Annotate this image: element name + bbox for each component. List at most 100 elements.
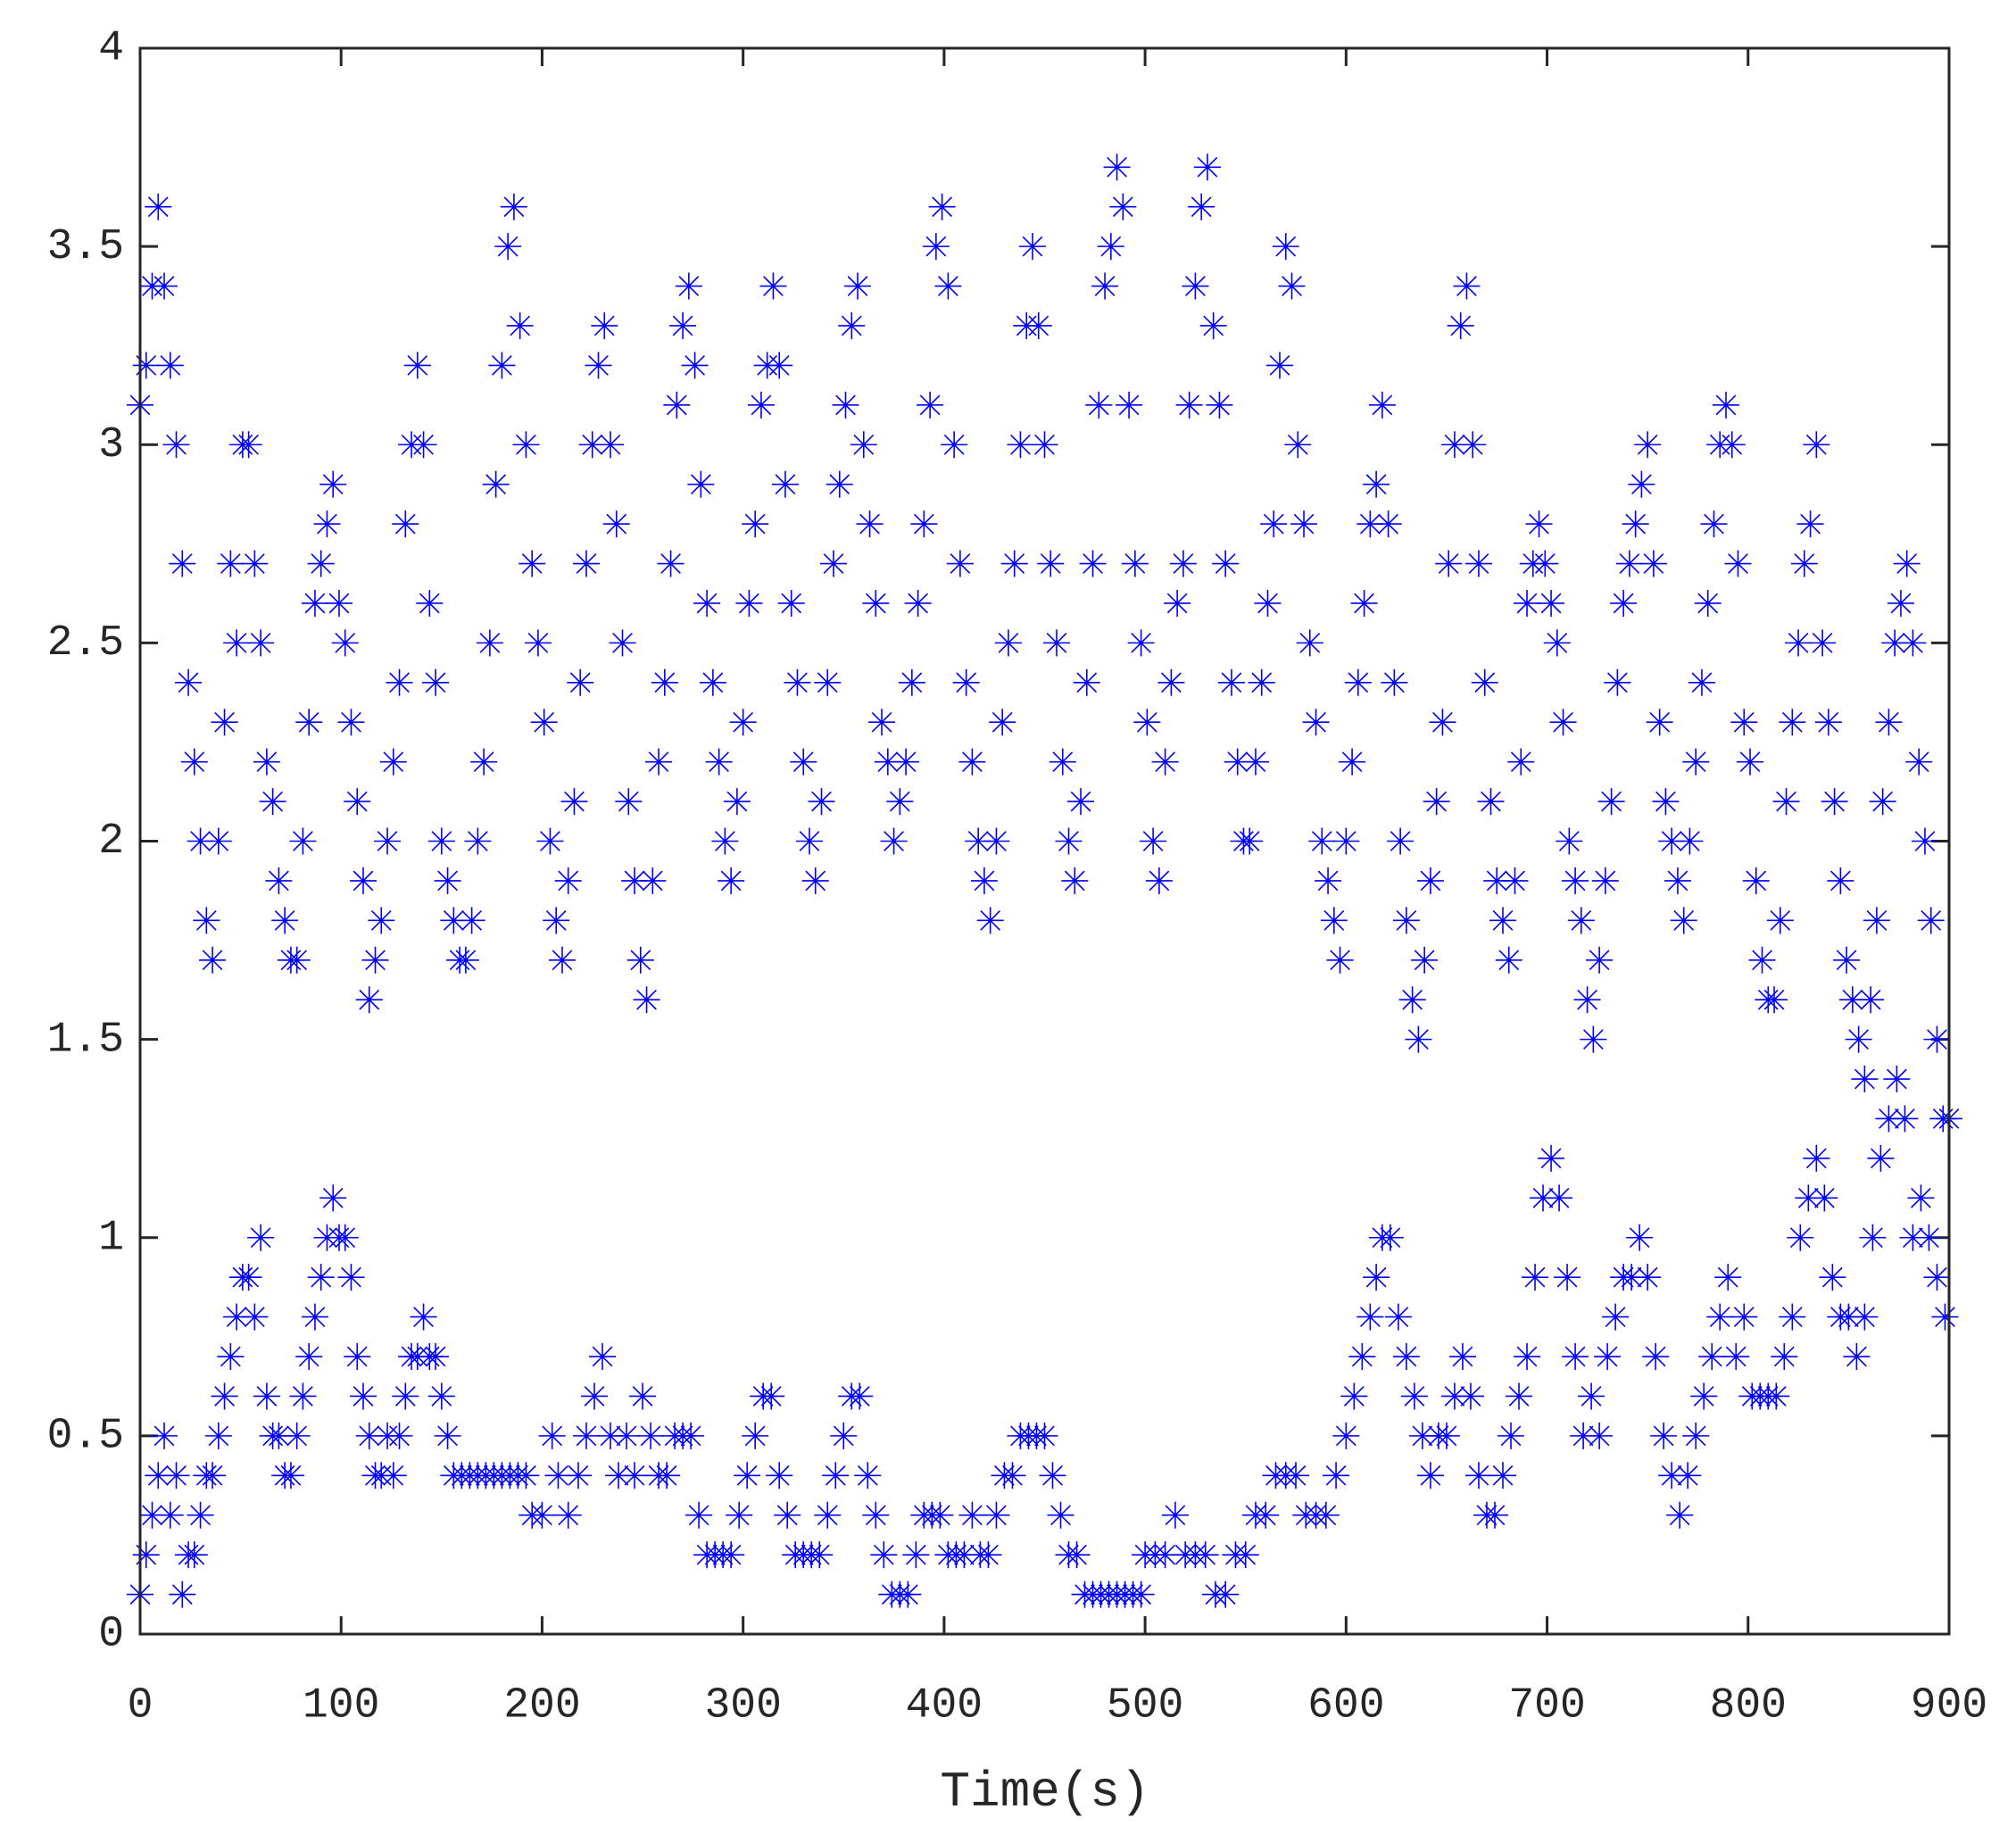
point bbox=[403, 352, 431, 379]
point bbox=[151, 272, 178, 300]
point bbox=[1525, 510, 1553, 538]
point bbox=[1827, 867, 1854, 894]
point bbox=[1863, 907, 1890, 934]
point bbox=[319, 470, 347, 498]
point bbox=[1821, 788, 1848, 816]
point bbox=[1456, 1382, 1484, 1410]
point bbox=[886, 788, 914, 816]
point bbox=[434, 867, 461, 894]
point bbox=[1145, 867, 1173, 894]
point bbox=[1779, 709, 1806, 736]
point bbox=[589, 1343, 617, 1371]
point bbox=[452, 946, 479, 974]
point bbox=[1811, 1184, 1838, 1212]
point bbox=[1344, 668, 1372, 696]
point bbox=[1151, 748, 1179, 776]
point bbox=[538, 1422, 566, 1449]
point bbox=[1312, 1501, 1340, 1529]
point bbox=[1332, 1422, 1360, 1449]
point bbox=[1481, 1501, 1508, 1529]
point bbox=[820, 550, 848, 577]
point bbox=[958, 748, 986, 776]
point bbox=[1905, 748, 1933, 776]
x-tick-label: 500 bbox=[1107, 1682, 1183, 1730]
point bbox=[1602, 1303, 1630, 1331]
point bbox=[1796, 510, 1824, 538]
point bbox=[1787, 1224, 1814, 1251]
point bbox=[337, 709, 365, 736]
point bbox=[344, 1343, 371, 1371]
point bbox=[1497, 1422, 1525, 1449]
point bbox=[1193, 154, 1221, 181]
point bbox=[1506, 1382, 1533, 1410]
point bbox=[1628, 470, 1655, 498]
point bbox=[1586, 946, 1614, 974]
point bbox=[1718, 431, 1746, 459]
point bbox=[1819, 1264, 1846, 1291]
point bbox=[637, 1422, 665, 1449]
point bbox=[581, 1382, 609, 1410]
point bbox=[742, 510, 769, 538]
point bbox=[235, 1264, 262, 1291]
point bbox=[950, 1541, 978, 1569]
point bbox=[544, 1462, 572, 1490]
point bbox=[675, 272, 702, 300]
point bbox=[1477, 788, 1505, 816]
point bbox=[247, 1224, 275, 1251]
point bbox=[536, 827, 564, 855]
point bbox=[1730, 709, 1758, 736]
point bbox=[693, 589, 721, 617]
point bbox=[1260, 510, 1288, 538]
point bbox=[1580, 1025, 1607, 1053]
point bbox=[844, 272, 872, 300]
point bbox=[524, 629, 552, 657]
point bbox=[1097, 233, 1124, 261]
point bbox=[1079, 550, 1107, 577]
y-tick-label: 3.5 bbox=[47, 223, 124, 271]
point bbox=[1392, 907, 1420, 934]
point bbox=[633, 986, 660, 1014]
point bbox=[1182, 272, 1209, 300]
point bbox=[307, 550, 335, 577]
point bbox=[1567, 907, 1595, 934]
point bbox=[325, 589, 353, 617]
point bbox=[1073, 668, 1100, 696]
point bbox=[850, 431, 877, 459]
point bbox=[1843, 1343, 1871, 1371]
x-tick-label: 0 bbox=[128, 1682, 153, 1730]
point bbox=[1771, 1343, 1798, 1371]
point bbox=[1554, 1264, 1581, 1291]
point bbox=[926, 1501, 954, 1529]
point bbox=[488, 352, 516, 379]
point bbox=[862, 589, 890, 617]
point bbox=[723, 788, 751, 816]
point bbox=[1538, 589, 1565, 617]
point bbox=[1121, 550, 1149, 577]
point bbox=[1748, 946, 1776, 974]
point bbox=[1530, 1184, 1557, 1212]
point bbox=[1188, 193, 1215, 220]
point bbox=[313, 510, 341, 538]
point bbox=[759, 272, 787, 300]
point bbox=[1835, 1303, 1863, 1331]
point bbox=[1869, 788, 1896, 816]
point bbox=[1676, 827, 1704, 855]
point bbox=[1803, 431, 1830, 459]
point bbox=[1037, 550, 1065, 577]
point bbox=[567, 668, 594, 696]
point bbox=[307, 1264, 335, 1291]
point bbox=[771, 470, 799, 498]
point bbox=[1368, 391, 1396, 419]
point bbox=[1761, 986, 1788, 1014]
point bbox=[1212, 550, 1240, 577]
point bbox=[1663, 867, 1691, 894]
point bbox=[1570, 1422, 1597, 1449]
point bbox=[1700, 510, 1728, 538]
point bbox=[766, 1462, 793, 1490]
point bbox=[1133, 709, 1161, 736]
point bbox=[1883, 1066, 1911, 1093]
point bbox=[151, 1422, 178, 1449]
point bbox=[204, 827, 232, 855]
y-tick-label: 2 bbox=[98, 817, 124, 866]
point bbox=[241, 1303, 269, 1331]
